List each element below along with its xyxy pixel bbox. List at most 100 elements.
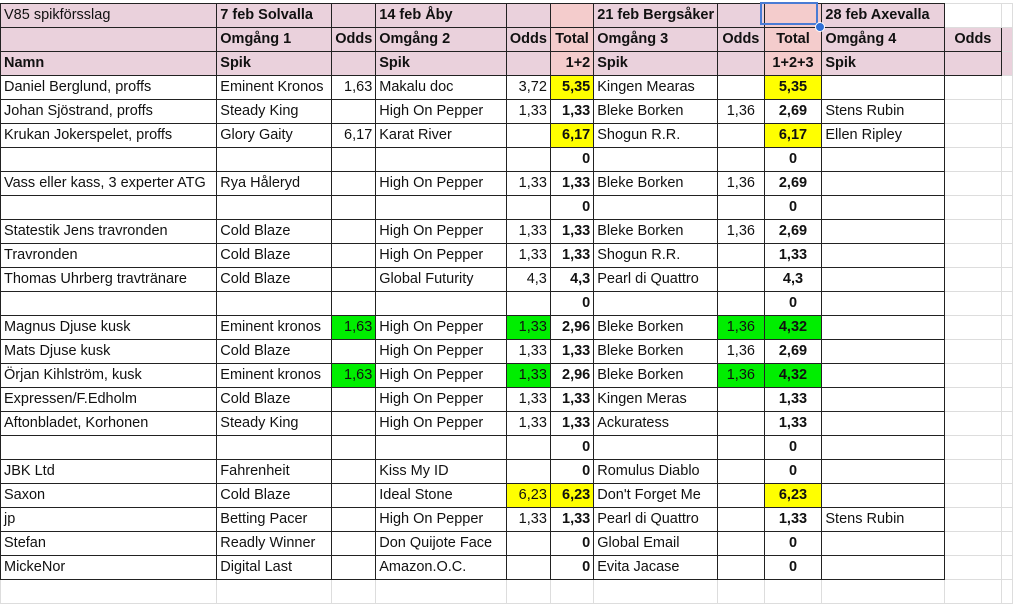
cell-odds4[interactable] xyxy=(943,291,1002,316)
cell-extra[interactable] xyxy=(1000,219,1013,244)
cell-omgang3[interactable]: Kingen Meras xyxy=(593,387,719,412)
cell-extra[interactable] xyxy=(1000,363,1013,388)
cell-total123[interactable]: 1,33 xyxy=(763,507,823,532)
cell-extra[interactable] xyxy=(1000,483,1013,508)
cell-odds4[interactable] xyxy=(943,435,1002,460)
cell-total12[interactable]: 1,33 xyxy=(549,507,595,532)
cell-total123[interactable]: 2,69 xyxy=(763,219,823,244)
cell-odds3[interactable] xyxy=(717,555,765,580)
cell-odds2[interactable]: 1,33 xyxy=(505,363,551,388)
cell-omgang4[interactable] xyxy=(821,147,945,172)
cell-omgang1[interactable] xyxy=(216,195,333,220)
cell-name[interactable]: Örjan Kihlström, kusk xyxy=(0,363,218,388)
cell-odds4[interactable] xyxy=(943,459,1002,484)
cell-omgang3[interactable] xyxy=(593,147,719,172)
cell-name[interactable]: Travronden xyxy=(0,243,218,268)
cell-omgang3[interactable]: Kingen Mearas xyxy=(593,75,719,100)
cell-omgang3[interactable]: Ackuratess xyxy=(593,411,719,436)
header-cell-total12[interactable] xyxy=(549,3,595,28)
cell-omgang3[interactable]: Shogun R.R. xyxy=(593,243,719,268)
cell-odds1[interactable] xyxy=(331,531,377,556)
cell-odds3[interactable] xyxy=(717,435,765,460)
cell-omgang2[interactable] xyxy=(375,291,507,316)
cell-omgang3[interactable]: Bleke Borken xyxy=(593,219,719,244)
cell-omgang4[interactable] xyxy=(821,291,945,316)
cell-omgang2[interactable]: Global Futurity xyxy=(375,267,507,292)
cell-odds3[interactable] xyxy=(717,507,765,532)
cell-odds4[interactable] xyxy=(943,387,1002,412)
cell-extra[interactable] xyxy=(1000,411,1013,436)
header-cell-odds1[interactable] xyxy=(331,3,377,28)
cell-total123[interactable]: 2,69 xyxy=(763,339,823,364)
cell-total123[interactable]: 6,17 xyxy=(763,123,823,148)
fill-handle[interactable] xyxy=(815,22,825,32)
cell-odds1[interactable] xyxy=(331,243,377,268)
cell-total123[interactable]: 0 xyxy=(763,531,823,556)
cell-odds1[interactable] xyxy=(331,459,377,484)
cell-odds2[interactable] xyxy=(505,291,551,316)
cell-omgang3[interactable]: Evita Jacase xyxy=(593,555,719,580)
cell-odds1[interactable] xyxy=(331,267,377,292)
cell-omgang4[interactable] xyxy=(821,243,945,268)
header-cell-omgang1[interactable]: Omgång 1 xyxy=(216,27,333,52)
cell-total123[interactable]: 1,33 xyxy=(763,387,823,412)
cell-omgang2[interactable]: Karat River xyxy=(375,123,507,148)
cell-total123[interactable]: 2,69 xyxy=(763,171,823,196)
cell-total123[interactable]: 0 xyxy=(763,555,823,580)
header-cell-odds4[interactable]: Odds xyxy=(943,27,1002,52)
cell-odds1[interactable] xyxy=(331,99,377,124)
cell-name[interactable]: MickeNor xyxy=(0,555,218,580)
cell-name[interactable]: Aftonbladet, Korhonen xyxy=(0,411,218,436)
cell-total12[interactable]: 0 xyxy=(549,555,595,580)
cell-odds2[interactable]: 1,33 xyxy=(505,243,551,268)
cell-omgang4[interactable] xyxy=(821,363,945,388)
cell-omgang4[interactable] xyxy=(821,459,945,484)
cell-omgang1[interactable]: Cold Blaze xyxy=(216,387,333,412)
cell-omgang3[interactable]: Bleke Borken xyxy=(593,363,719,388)
cell-omgang3[interactable]: Global Email xyxy=(593,531,719,556)
cell-odds3[interactable] xyxy=(717,411,765,436)
cell-omgang2[interactable]: High On Pepper xyxy=(375,315,507,340)
header-cell-extra[interactable] xyxy=(1000,27,1013,52)
cell-omgang1[interactable]: Steady King xyxy=(216,411,333,436)
cell-omgang1[interactable]: Eminent kronos xyxy=(216,315,333,340)
cell-odds2[interactable]: 1,33 xyxy=(505,339,551,364)
header-cell-odds1[interactable] xyxy=(331,51,377,76)
cell-omgang3[interactable]: Pearl di Quattro xyxy=(593,507,719,532)
cell-odds4[interactable] xyxy=(943,411,1002,436)
cell-total12[interactable]: 6,17 xyxy=(549,123,595,148)
cell-odds2[interactable]: 1,33 xyxy=(505,99,551,124)
cell-odds1[interactable]: 1,63 xyxy=(331,315,377,340)
cell-extra[interactable] xyxy=(1000,507,1013,532)
cell-omgang2[interactable]: High On Pepper xyxy=(375,507,507,532)
cell-odds4[interactable] xyxy=(943,75,1002,100)
cell-omgang3[interactable]: Bleke Borken xyxy=(593,339,719,364)
cell-odds3[interactable]: 1,36 xyxy=(717,339,765,364)
cell-odds4[interactable] xyxy=(943,219,1002,244)
header-cell-total123[interactable]: 1+2+3 xyxy=(763,51,823,76)
cell-omgang2[interactable]: High On Pepper xyxy=(375,363,507,388)
cell-omgang2[interactable]: High On Pepper xyxy=(375,339,507,364)
cell-name[interactable] xyxy=(0,291,218,316)
cell-total12[interactable]: 1,33 xyxy=(549,411,595,436)
cell-omgang1[interactable]: Cold Blaze xyxy=(216,219,333,244)
cell-omgang4[interactable] xyxy=(821,411,945,436)
cell-total12[interactable]: 0 xyxy=(549,435,595,460)
header-cell-odds3[interactable] xyxy=(717,51,765,76)
cell-odds1[interactable] xyxy=(331,195,377,220)
cell-odds3[interactable]: 1,36 xyxy=(717,315,765,340)
cell-omgang1[interactable]: Eminent kronos xyxy=(216,363,333,388)
cell-name[interactable]: Expressen/F.Edholm xyxy=(0,387,218,412)
cell-omgang3[interactable]: Pearl di Quattro xyxy=(593,267,719,292)
cell-odds4[interactable] xyxy=(943,99,1002,124)
cell-total123[interactable]: 0 xyxy=(763,195,823,220)
cell-total12[interactable]: 4,3 xyxy=(549,267,595,292)
cell-odds1[interactable] xyxy=(331,435,377,460)
cell-omgang4[interactable] xyxy=(821,387,945,412)
cell-omgang1[interactable]: Digital Last xyxy=(216,555,333,580)
cell-odds2[interactable]: 6,23 xyxy=(505,483,551,508)
cell-omgang3[interactable]: Romulus Diablo xyxy=(593,459,719,484)
cell-odds3[interactable] xyxy=(717,123,765,148)
cell-omgang4[interactable] xyxy=(821,555,945,580)
cell-omgang4[interactable] xyxy=(821,195,945,220)
